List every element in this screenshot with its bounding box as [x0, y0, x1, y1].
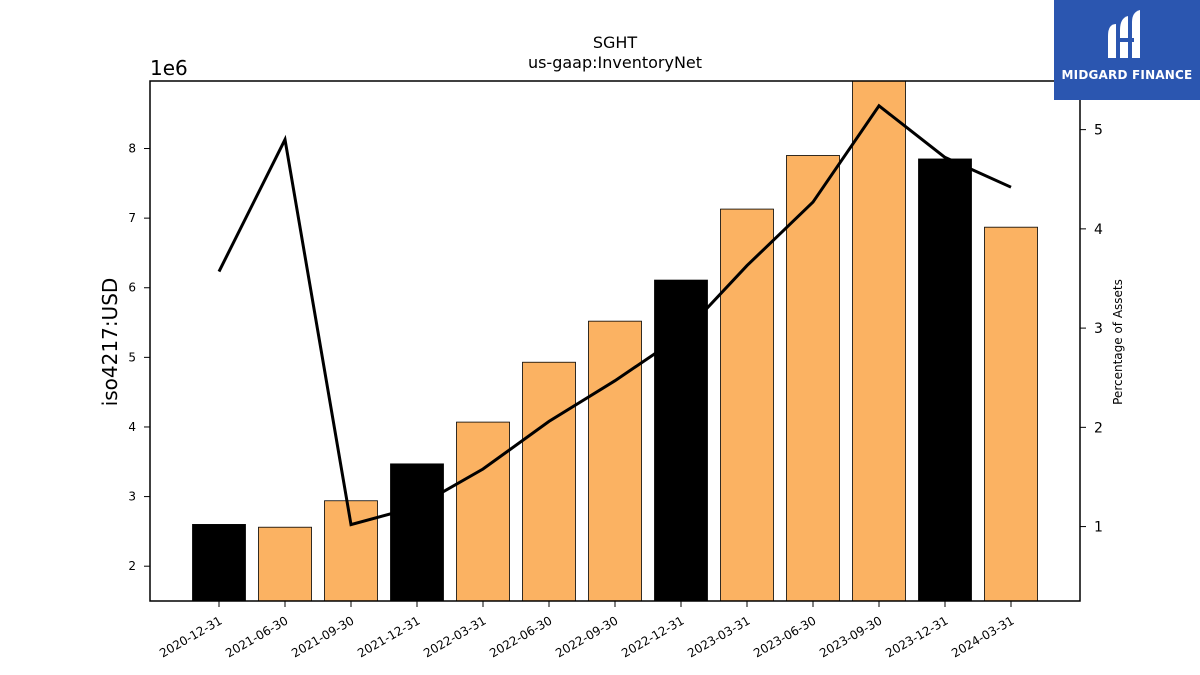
y-tick-label: 7	[128, 211, 136, 225]
x-tick-label: 2020-12-31	[157, 613, 224, 660]
bar	[720, 208, 774, 602]
x-tick-label: 2023-09-30	[817, 613, 884, 660]
x-tick-label: 2024-03-31	[949, 613, 1016, 660]
plot-frame	[149, 80, 1081, 602]
brand-logo: MIDGARD FINANCE	[1054, 0, 1200, 100]
bar	[522, 361, 576, 602]
y2-tick-label: 2	[1094, 420, 1103, 436]
x-tick-label: 2023-12-31	[883, 613, 950, 660]
y-offset-label: 1e6	[150, 56, 188, 80]
y-tick-label: 3	[128, 490, 136, 504]
y2-tick-label: 5	[1094, 123, 1103, 139]
y-tick-label: 5	[128, 350, 136, 364]
chart-subtitle: us-gaap:InventoryNet	[528, 53, 702, 72]
bar	[192, 524, 246, 602]
x-tick-label: 2022-09-30	[553, 613, 620, 660]
bar	[588, 320, 642, 602]
logo-mark-icon	[1108, 10, 1140, 58]
bar	[786, 155, 840, 602]
y2-tick-label: 1	[1094, 520, 1103, 536]
x-tick-label: 2022-03-31	[421, 613, 488, 660]
logo-text: MIDGARD FINANCE	[1061, 68, 1193, 82]
chart-title: SGHT	[593, 33, 638, 52]
bar	[654, 279, 708, 602]
x-tick-label: 2023-06-30	[751, 613, 818, 660]
y2-tick-label: 3	[1094, 321, 1103, 337]
bar	[258, 526, 312, 602]
bar	[852, 80, 906, 602]
x-tick-label: 2023-03-31	[685, 613, 752, 660]
y-axis-label: iso4217:USD	[98, 278, 122, 407]
series-line	[217, 103, 1012, 527]
x-tick-label: 2021-06-30	[223, 613, 290, 660]
x-tick-label: 2022-06-30	[487, 613, 554, 660]
y-tick-label: 4	[128, 420, 136, 434]
bar	[984, 226, 1038, 602]
bar	[918, 158, 972, 602]
x-tick-label: 2021-09-30	[289, 613, 356, 660]
y-tick-label: 8	[128, 142, 136, 156]
bar	[456, 421, 510, 602]
y-tick-label: 6	[128, 281, 136, 295]
y-tick-label: 2	[128, 559, 136, 573]
y2-tick-label: 4	[1094, 222, 1103, 238]
y2-axis-label: Percentage of Assets	[1111, 279, 1125, 405]
x-tick-label: 2021-12-31	[355, 613, 422, 660]
bar	[390, 463, 444, 602]
x-tick-label: 2022-12-31	[619, 613, 686, 660]
